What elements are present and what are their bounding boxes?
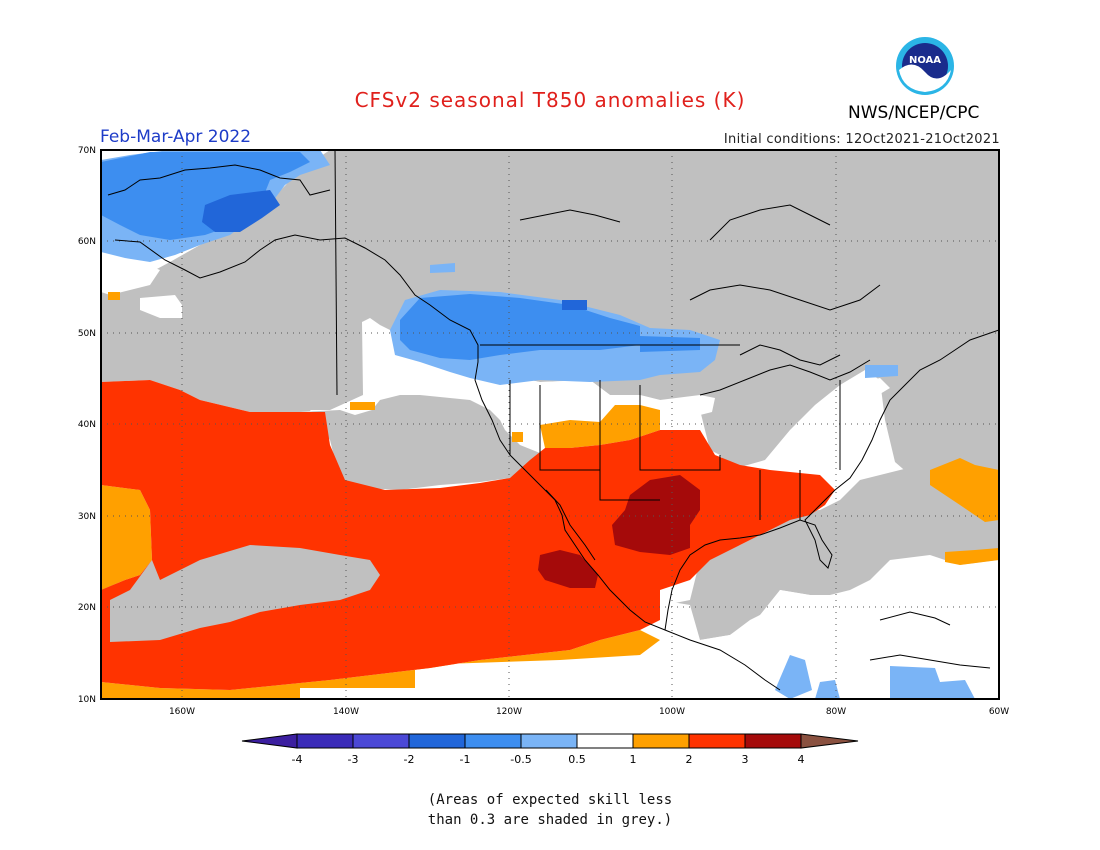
colorbar-label: 1 [630, 753, 637, 766]
noaa-logo: NOAA [895, 36, 955, 96]
colorbar-label: -0.5 [510, 753, 531, 766]
colorbar: -4 -3 -2 -1 -0.5 0.5 1 2 3 4 [241, 733, 859, 766]
colorbar-arrow-low [241, 733, 298, 749]
colorbar-label: 2 [686, 753, 693, 766]
colorbar-label: -2 [404, 753, 415, 766]
colorbar-label: -1 [460, 753, 471, 766]
season-label: Feb-Mar-Apr 2022 [100, 127, 252, 147]
colorbar-segment-0 [296, 733, 354, 749]
colorbar-segment-6 [632, 733, 690, 749]
anomaly-map: 70N 60N 50N 40N 30N 20N 10N 160W 140W 12… [78, 146, 1009, 717]
latitude-labels: 70N 60N 50N 40N 30N 20N 10N [78, 146, 96, 705]
lat-label-50n: 50N [78, 329, 96, 339]
positive-anomaly-red [101, 380, 835, 690]
colorbar-segment-1 [352, 733, 410, 749]
footnote-line-1: (Areas of expected skill less [427, 792, 673, 808]
lon-label-160w: 160W [169, 707, 195, 717]
initial-conditions: Initial conditions: 12Oct2021-21Oct2021 [723, 132, 1000, 147]
logo-text: NOAA [909, 55, 941, 66]
lon-label-60w: 60W [989, 707, 1009, 717]
colorbar-label: -3 [348, 753, 359, 766]
lon-label-140w: 140W [333, 707, 359, 717]
lon-label-120w: 120W [496, 707, 522, 717]
colorbar-labels: -4 -3 -2 -1 -0.5 0.5 1 2 3 4 [292, 753, 805, 766]
lon-label-100w: 100W [659, 707, 685, 717]
lon-label-80w: 80W [826, 707, 846, 717]
lat-label-30n: 30N [78, 512, 96, 522]
lat-label-20n: 20N [78, 603, 96, 613]
map-title: CFSv2 seasonal T850 anomalies (K) [354, 88, 746, 112]
colorbar-label: 3 [742, 753, 749, 766]
colorbar-segment-2 [408, 733, 466, 749]
colorbar-segment-3 [464, 733, 522, 749]
colorbar-segment-7 [688, 733, 746, 749]
colorbar-segment-8 [744, 733, 802, 749]
agency-label: NWS/NCEP/CPC [848, 103, 980, 123]
footnote-line-2: than 0.3 are shaded in grey.) [427, 812, 673, 828]
colorbar-arrow-high [800, 733, 859, 749]
colorbar-segment-5 [576, 733, 634, 749]
positive-anomaly-darkred [538, 475, 700, 588]
map-frame [100, 149, 1000, 700]
lat-label-70n: 70N [78, 146, 96, 156]
coastlines [107, 150, 999, 691]
longitude-labels: 160W 140W 120W 100W 80W 60W [169, 707, 1009, 717]
colorbar-label: 4 [798, 753, 805, 766]
lat-label-40n: 40N [78, 420, 96, 430]
lat-label-10n: 10N [78, 695, 96, 705]
lat-label-60n: 60N [78, 237, 96, 247]
colorbar-label: -4 [292, 753, 303, 766]
colorbar-label: 0.5 [568, 753, 586, 766]
colorbar-segment-4 [520, 733, 578, 749]
